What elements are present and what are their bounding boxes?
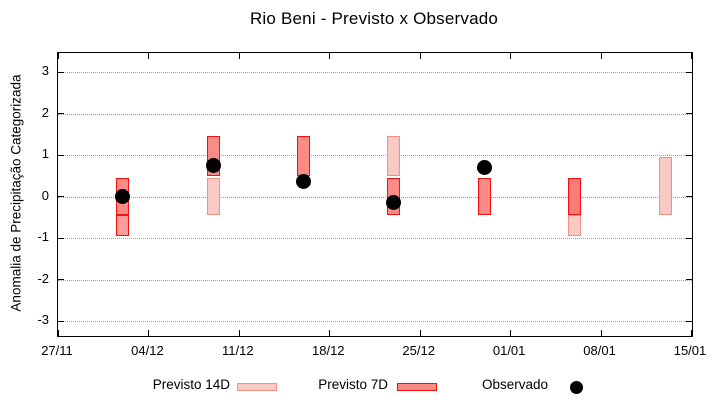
x-axis-tick <box>600 330 602 336</box>
legend-label-previsto-14d: Previsto 14D <box>152 377 230 392</box>
y-tick-label: -3 <box>37 312 49 327</box>
forecast-bar-14d <box>206 177 220 216</box>
plot-area <box>57 52 693 337</box>
y-axis-tick <box>686 279 692 280</box>
gridline <box>58 196 692 198</box>
y-tick-label: 2 <box>41 104 49 120</box>
legend-label-observado: Observado <box>481 377 548 392</box>
legend-label-previsto-7d: Previsto 7D <box>318 377 388 392</box>
gridline <box>58 279 692 281</box>
x-axis-tick <box>329 330 331 336</box>
y-axis-tick <box>686 113 692 114</box>
x-tick-label: 25/12 <box>402 343 435 358</box>
x-axis-tick <box>691 53 692 59</box>
x-axis-tick <box>58 53 59 59</box>
y-tick-label: 3 <box>41 63 49 78</box>
forecast-bar-7d <box>296 136 310 176</box>
y-axis-tick <box>58 71 64 73</box>
forecast-bar-14d <box>387 136 401 176</box>
observed-point <box>295 174 311 190</box>
y-axis-tick <box>58 154 64 156</box>
observed-point <box>386 195 402 211</box>
x-tick-label: 15/01 <box>673 343 707 358</box>
observed-point <box>476 159 492 175</box>
chart-title: Rio Beni - Previsto x Observado <box>249 9 499 28</box>
forecast-bar-7d <box>116 215 130 236</box>
x-tick-label: 11/12 <box>222 343 254 358</box>
y-axis-tick <box>686 154 692 156</box>
x-tick-label: 18/12 <box>312 343 345 358</box>
forecast-bar-7d <box>568 177 582 216</box>
x-axis-tick <box>238 53 240 59</box>
y-tick-label: 0 <box>41 187 49 203</box>
y-axis-tick <box>58 113 64 114</box>
legend-observed-dot-icon <box>570 381 583 394</box>
y-axis-tick <box>58 320 64 322</box>
x-tick-label: 27/11 <box>41 343 73 358</box>
x-tick-label: 08/01 <box>583 343 616 358</box>
y-axis-tick <box>686 196 692 197</box>
gridline <box>58 113 692 115</box>
x-tick-label: 01/01 <box>492 343 526 358</box>
y-axis-tick <box>686 71 692 73</box>
x-axis-tick <box>238 330 240 336</box>
x-axis-tick <box>58 330 59 336</box>
x-tick-label: 04/12 <box>131 343 164 358</box>
x-axis-tick <box>329 53 331 59</box>
forecast-bar-7d <box>477 177 491 216</box>
forecast-bar-14d <box>568 215 582 236</box>
forecast-bar-14d <box>658 157 672 216</box>
x-axis-tick <box>148 330 150 336</box>
y-axis-tick <box>686 237 692 239</box>
gridline <box>58 72 692 73</box>
gridline <box>58 321 692 322</box>
x-axis-tick <box>148 53 150 59</box>
y-tick-label: -2 <box>37 270 49 286</box>
y-axis-tick <box>686 320 692 322</box>
x-axis-tick <box>419 330 421 336</box>
x-axis-tick <box>510 330 512 336</box>
legend-swatch-7d-icon <box>397 383 437 391</box>
y-tick-label: 1 <box>41 146 49 161</box>
y-tick-label: -1 <box>37 229 49 244</box>
observed-point <box>205 157 221 173</box>
observed-point <box>115 189 131 204</box>
gridline <box>58 155 692 156</box>
gridline <box>58 238 692 239</box>
x-axis-tick <box>691 330 692 336</box>
y-axis-tick <box>58 237 64 239</box>
x-axis-tick <box>510 53 512 59</box>
x-axis-tick <box>419 53 421 59</box>
x-axis-tick <box>600 53 602 59</box>
y-axis-tick <box>58 279 64 280</box>
legend-swatch-14d-icon <box>237 383 277 391</box>
y-axis-tick <box>58 196 64 197</box>
